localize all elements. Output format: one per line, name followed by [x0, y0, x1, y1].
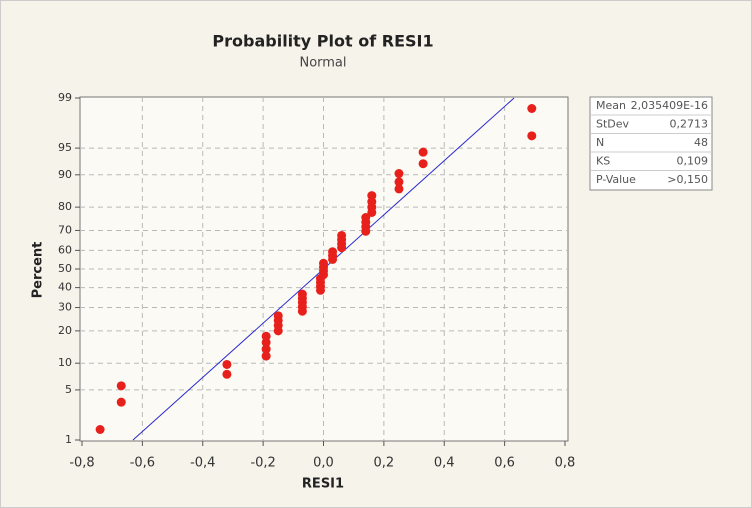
point: [297, 289, 307, 299]
point: [116, 381, 126, 391]
point: [394, 177, 404, 187]
y-tick-label: 95: [58, 141, 72, 154]
point: [116, 397, 126, 407]
y-tick-label: 30: [58, 301, 72, 314]
stat-value: 48: [694, 136, 708, 149]
x-tick-label: -0,6: [130, 456, 155, 471]
y-tick-label: 90: [58, 168, 72, 181]
y-tick-label: 40: [58, 281, 72, 294]
x-tick-label: 0,4: [434, 456, 455, 471]
chart-title: Probability Plot of RESI1: [212, 32, 433, 51]
stat-value: >0,150: [667, 173, 708, 186]
point: [328, 247, 338, 257]
point: [394, 169, 404, 179]
point: [418, 147, 428, 157]
y-tick-label: 70: [58, 223, 72, 236]
stat-label: N: [596, 136, 604, 149]
point: [367, 191, 377, 201]
x-tick-label: -0,8: [69, 456, 94, 471]
x-tick-label: -0,2: [250, 456, 275, 471]
point: [527, 131, 537, 141]
point: [527, 104, 537, 114]
y-tick-label: 50: [58, 262, 72, 275]
point: [361, 213, 371, 223]
x-tick-label: -0,4: [190, 456, 215, 471]
x-tick-label: 0,2: [374, 456, 395, 471]
stat-value: 0,2713: [670, 118, 709, 131]
point: [261, 331, 271, 341]
stats-box: [589, 96, 713, 191]
y-tick-label: 60: [58, 243, 72, 256]
point: [394, 184, 404, 194]
y-axis-label: Percent: [31, 242, 46, 299]
y-tick-label: 5: [65, 383, 72, 396]
stat-label: Mean: [596, 99, 626, 112]
stat-label: StDev: [596, 118, 630, 131]
point: [273, 311, 283, 321]
stat-value: 2,035409E-16: [631, 99, 708, 112]
point: [222, 369, 232, 379]
x-tick-label: 0,8: [555, 456, 576, 471]
y-tick-label: 10: [58, 356, 72, 369]
y-tick-label: 99: [58, 91, 72, 104]
y-tick-label: 1: [65, 433, 72, 446]
y-tick-label: 20: [58, 324, 72, 337]
point: [418, 159, 428, 169]
point: [261, 344, 271, 354]
stat-label: P-Value: [596, 173, 636, 186]
stat-label: KS: [596, 155, 610, 168]
point: [319, 258, 328, 268]
point: [337, 230, 347, 240]
point: [261, 351, 271, 361]
point: [222, 359, 232, 369]
stat-value: 0,109: [677, 155, 709, 168]
chart-subtitle: Normal: [299, 56, 346, 71]
x-tick-label: 0,0: [313, 456, 334, 471]
point: [95, 424, 105, 434]
x-axis-label: RESI1: [302, 477, 344, 492]
x-tick-label: 0,6: [494, 456, 515, 471]
y-tick-label: 80: [58, 200, 72, 213]
